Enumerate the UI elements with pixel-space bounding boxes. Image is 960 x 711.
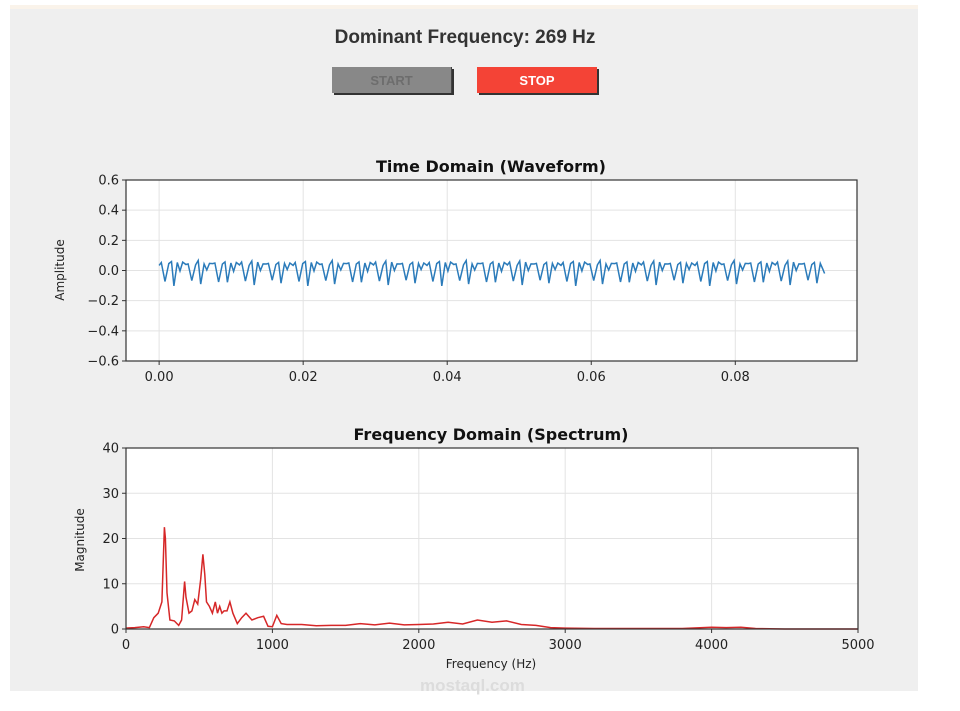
x-tick-label: 2000 [402,638,435,653]
x-tick-label: 5000 [841,638,874,653]
y-tick-label: 10 [102,577,119,592]
x-tick-label: 0.04 [433,370,462,385]
time-chart-title: Time Domain (Waveform) [376,157,606,176]
x-tick-label: 0.06 [577,370,606,385]
spectrum-axis-ticks: 0 1000 2000 3000 4000 5000 0 10 20 30 40 [102,442,874,654]
stop-button[interactable]: STOP [477,67,597,93]
x-tick-label: 3000 [549,638,582,653]
y-tick-label: 0 [111,623,119,638]
frequency-domain-chart: 0 1000 2000 3000 4000 5000 0 10 20 30 40 Frequency… [73,425,875,671]
y-tick-label: −0.6 [87,355,119,370]
y-tick-label: 0.2 [98,234,119,249]
start-button[interactable]: START [332,67,452,93]
y-tick-label: 40 [102,442,119,457]
dominant-frequency-label: Dominant Frequency: 269 Hz [334,27,596,48]
x-tick-label: 0 [122,638,130,653]
spectrum-chart-title: Frequency Domain (Spectrum) [354,425,629,444]
y-tick-label: 20 [102,532,119,547]
x-tick-label: 0.00 [145,370,174,385]
time-domain-chart: 0.00 0.02 0.04 0.06 0.08 0.6 0.4 0.2 0.0 −0.2 −0.4… [53,157,858,386]
y-tick-label: 0.6 [98,174,119,189]
window-top-strip [10,5,918,9]
x-tick-label: 0.02 [289,370,318,385]
spectrum-y-axis-label: Magnitude [73,508,87,572]
time-axis-ticks: 0.00 0.02 0.04 0.06 0.08 0.6 0.4 0.2 0.0 −0.2 −0.4… [87,174,749,386]
y-tick-label: −0.2 [87,294,119,309]
x-tick-label: 4000 [695,638,728,653]
y-tick-label: 0.0 [98,264,119,279]
time-y-axis-label: Amplitude [53,239,67,301]
y-tick-label: 30 [102,487,119,502]
x-tick-label: 0.08 [721,370,750,385]
waveform-line [158,258,826,287]
x-tick-label: 1000 [256,638,289,653]
y-tick-label: 0.4 [98,204,119,219]
spectrum-x-axis-label: Frequency (Hz) [446,657,537,671]
y-tick-label: −0.4 [87,324,119,339]
spectrum-line [125,527,858,630]
watermark: mostaql.com [420,676,525,695]
